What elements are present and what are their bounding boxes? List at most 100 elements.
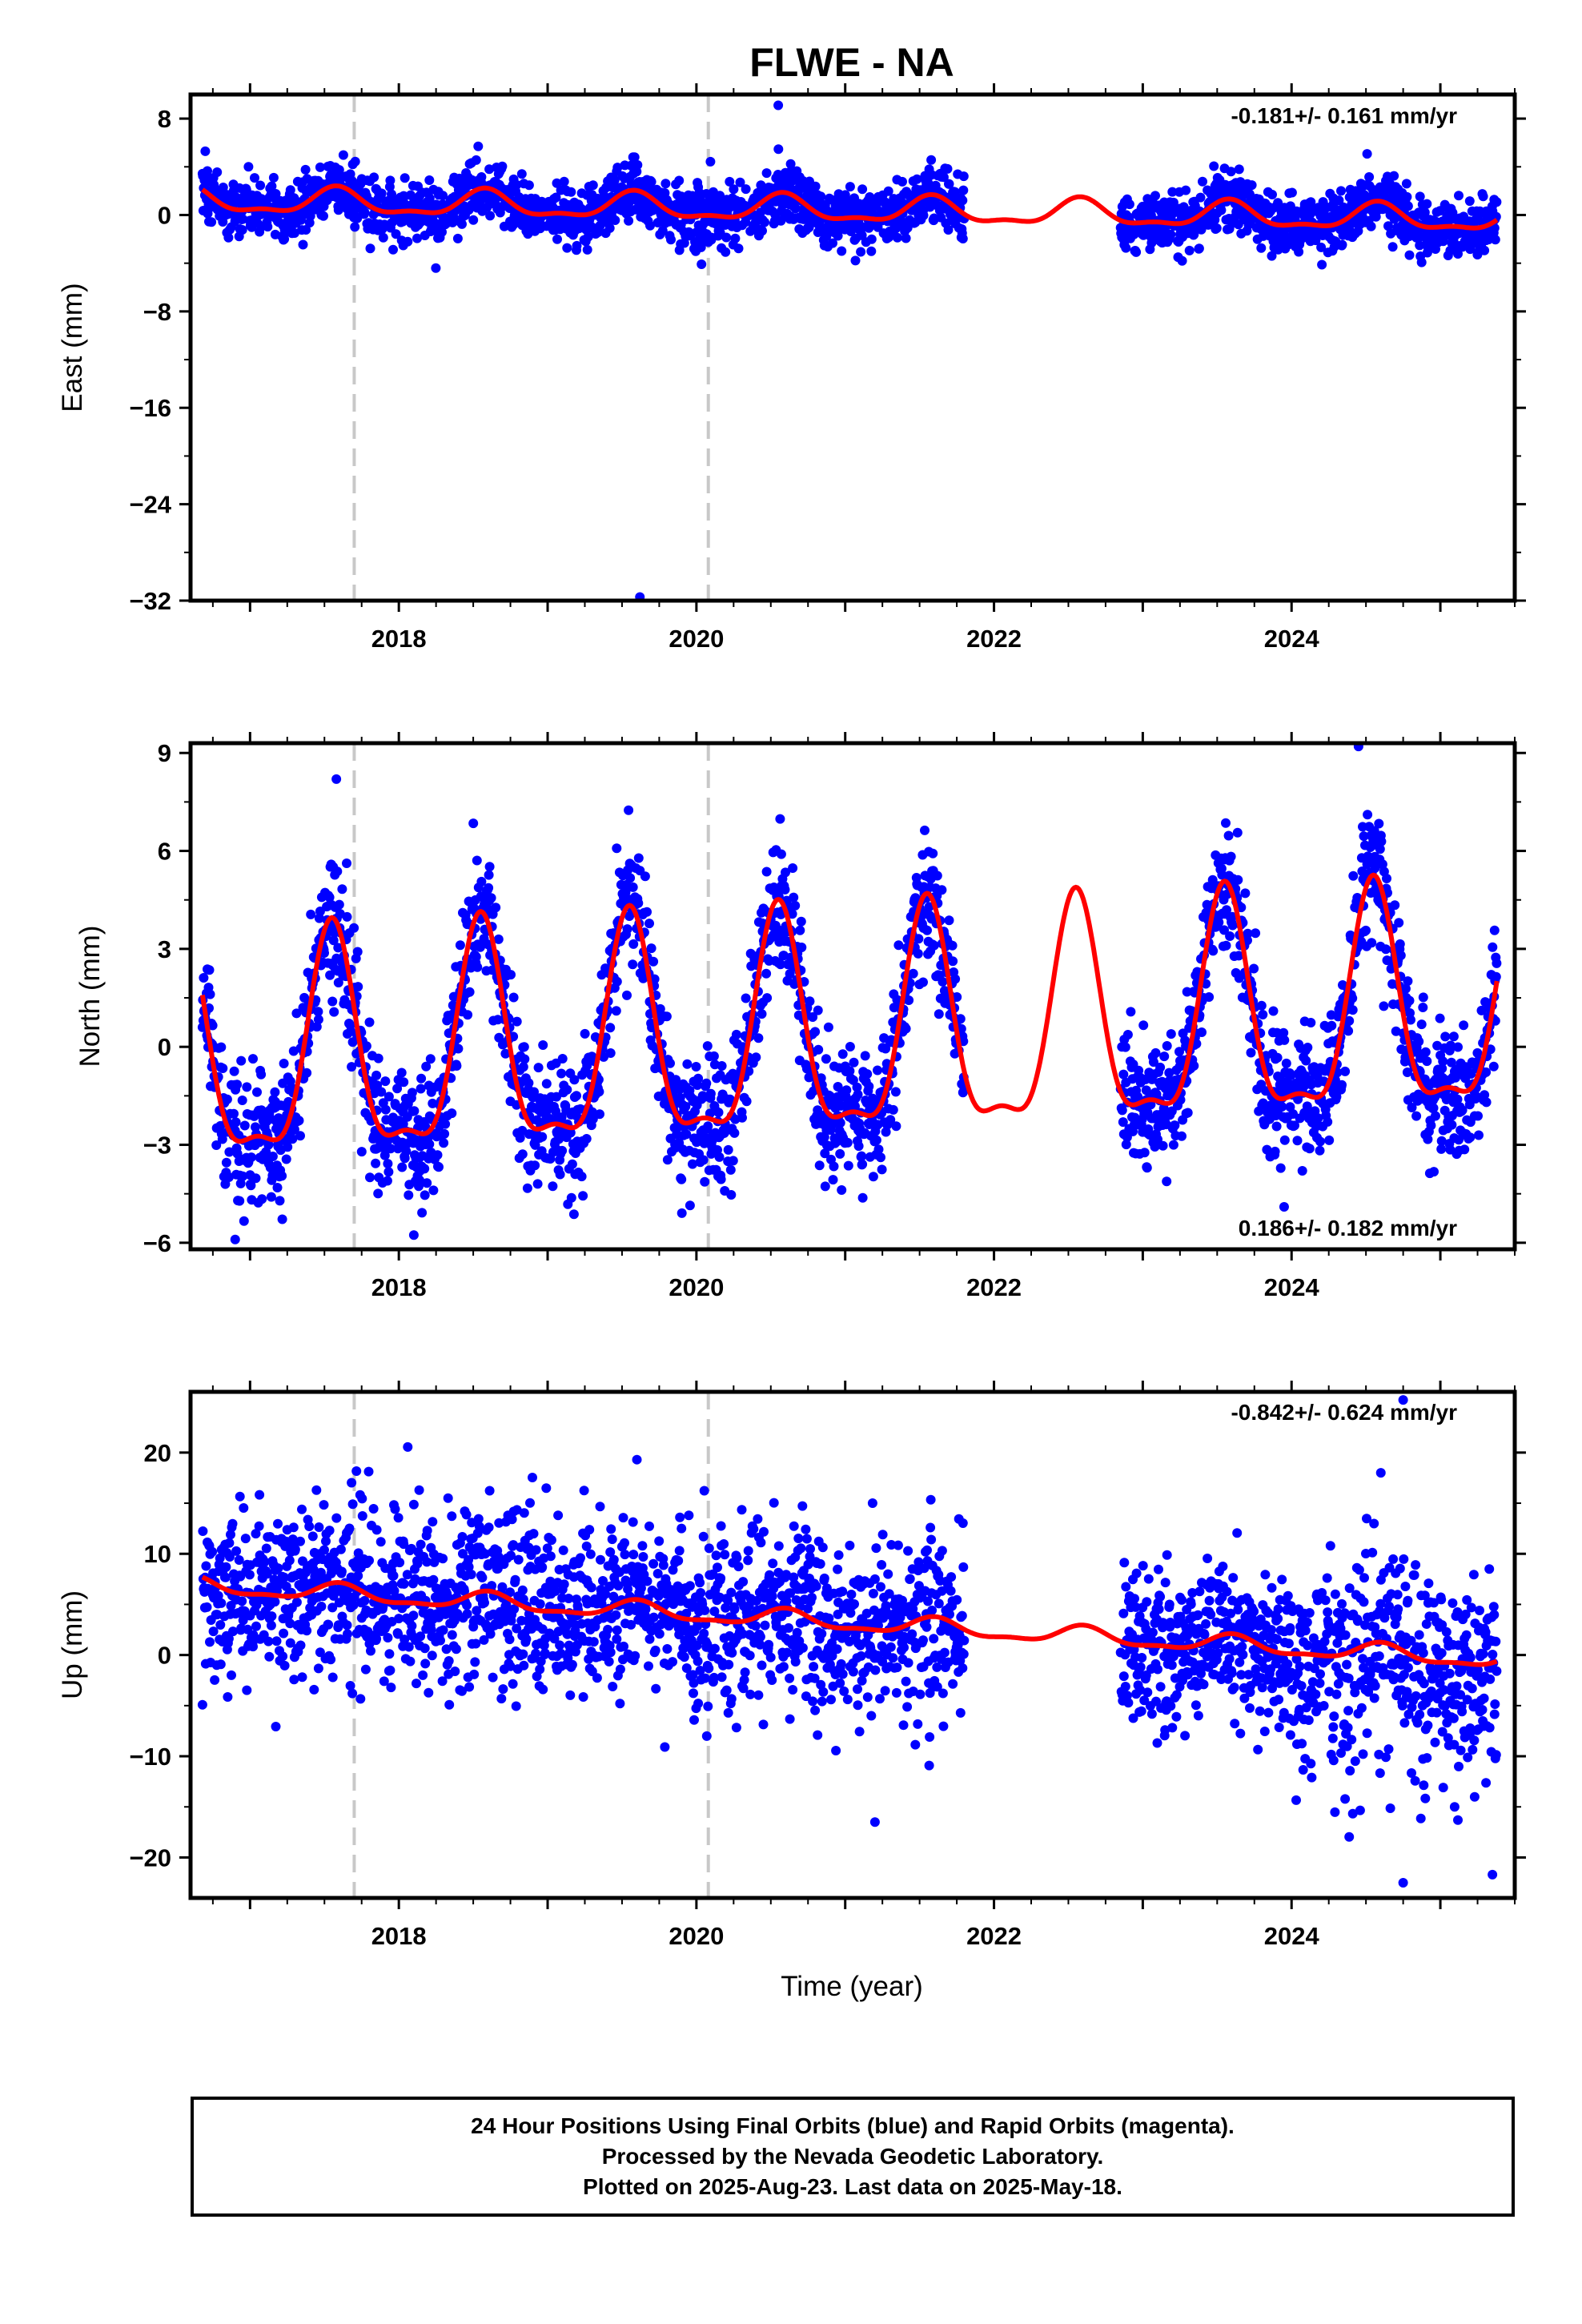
data-point	[532, 1179, 543, 1189]
data-point	[457, 219, 467, 229]
data-point	[1294, 247, 1304, 257]
data-point	[721, 247, 731, 257]
data-point	[829, 1161, 839, 1172]
data-point	[705, 156, 716, 167]
data-point	[520, 1054, 530, 1064]
data-point	[420, 1164, 430, 1174]
data-point	[1390, 900, 1400, 911]
data-point	[391, 229, 401, 239]
data-point	[385, 1144, 396, 1154]
data-point	[524, 1078, 534, 1088]
data-point	[533, 1063, 544, 1073]
data-point	[1221, 818, 1231, 828]
data-point	[271, 189, 281, 199]
data-point	[439, 1138, 449, 1148]
data-point	[866, 246, 877, 256]
data-point	[1426, 1120, 1436, 1131]
data-point	[735, 177, 745, 187]
data-point	[555, 1169, 565, 1180]
data-point	[1297, 1166, 1307, 1176]
data-point	[1403, 201, 1413, 211]
data-point	[958, 171, 969, 182]
data-point	[776, 849, 786, 859]
data-point	[522, 1183, 532, 1193]
data-point-outlier	[773, 100, 784, 111]
data-point	[1233, 875, 1243, 885]
data-point	[476, 876, 487, 887]
data-point	[338, 150, 348, 160]
data-point	[691, 1062, 701, 1072]
data-point	[1208, 946, 1219, 956]
data-point	[1304, 1144, 1315, 1154]
data-point	[1480, 245, 1490, 255]
data-point	[287, 1134, 298, 1144]
data-point	[624, 215, 634, 226]
data-point	[440, 1128, 450, 1139]
data-point	[795, 925, 805, 935]
data-point	[1348, 870, 1359, 881]
data-point	[762, 993, 773, 1003]
data-point	[1327, 1020, 1337, 1031]
y-tick-label: −32	[129, 587, 171, 615]
data-point	[313, 1007, 323, 1017]
data-point	[1383, 221, 1393, 231]
data-point	[1256, 1000, 1267, 1011]
data-point	[1343, 1026, 1354, 1036]
data-point	[1270, 1146, 1280, 1156]
data-point	[1490, 235, 1500, 245]
data-point	[1420, 1047, 1431, 1057]
data-point	[1366, 221, 1376, 231]
data-point	[237, 1096, 247, 1105]
data-point	[1416, 1019, 1427, 1030]
data-point	[566, 187, 576, 197]
data-point	[333, 943, 343, 953]
data-point	[289, 228, 299, 238]
data-point	[232, 1080, 243, 1090]
data-point	[775, 814, 785, 824]
data-point	[862, 1069, 873, 1080]
data-point	[329, 1007, 339, 1017]
data-point	[1281, 1058, 1291, 1068]
data-point	[1440, 1031, 1451, 1042]
data-point	[332, 866, 343, 877]
data-point	[1406, 1015, 1415, 1025]
data-point	[661, 1011, 672, 1022]
data-point	[698, 1155, 709, 1165]
data-point	[417, 1208, 428, 1218]
data-point	[1227, 920, 1238, 931]
data-point	[685, 1200, 695, 1211]
data-point	[361, 1041, 371, 1051]
data-point	[755, 207, 765, 218]
data-point	[1256, 243, 1267, 253]
data-point	[379, 1150, 390, 1160]
data-point	[438, 191, 448, 201]
data-point	[557, 1145, 568, 1156]
data-point	[300, 164, 311, 175]
data-point	[842, 1137, 853, 1148]
data-point	[1204, 992, 1215, 1002]
data-point	[922, 925, 932, 935]
data-point	[609, 175, 620, 185]
data-point	[1379, 1001, 1389, 1011]
data-point	[1272, 1052, 1283, 1063]
data-point	[1361, 925, 1371, 935]
data-point	[926, 155, 937, 165]
data-point	[912, 174, 922, 184]
data-point	[551, 192, 561, 203]
data-point	[1422, 1056, 1432, 1067]
data-point	[958, 185, 969, 195]
data-point	[873, 1065, 882, 1076]
data-point	[1453, 1042, 1463, 1052]
data-point	[816, 191, 826, 202]
data-point	[425, 1054, 436, 1064]
data-point	[588, 180, 598, 191]
data-point	[677, 1208, 687, 1218]
data-point	[281, 1154, 291, 1164]
data-point	[581, 1134, 592, 1144]
data-point	[257, 1194, 267, 1204]
data-point	[624, 805, 634, 815]
data-point	[1454, 191, 1464, 201]
data-point	[845, 1042, 855, 1051]
data-point	[471, 155, 481, 165]
data-points-east	[197, 100, 1502, 601]
